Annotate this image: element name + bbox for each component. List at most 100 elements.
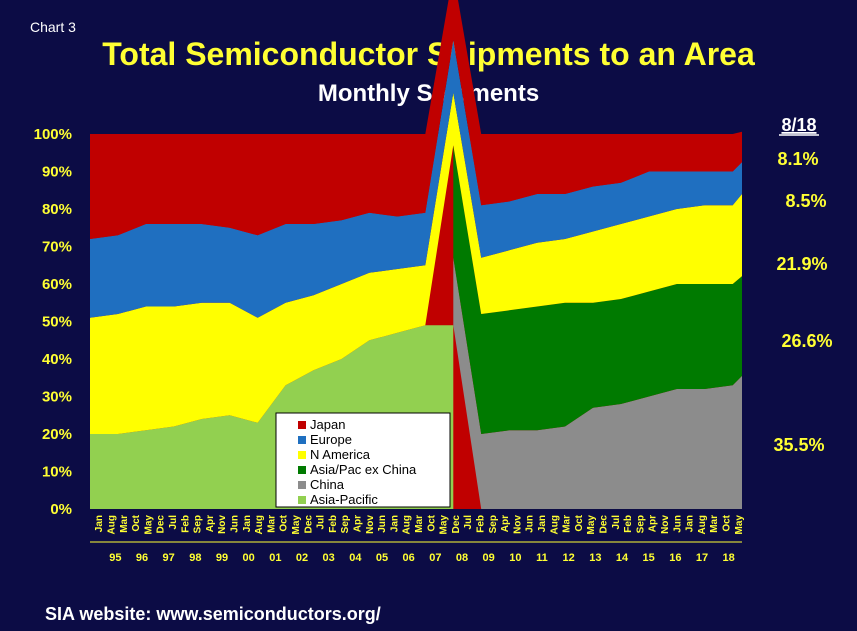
x-year-tick: 17 [696, 552, 708, 564]
legend-swatch [298, 466, 306, 474]
legend-label: Asia-Pacific [310, 492, 378, 507]
x-year-tick: 14 [616, 552, 629, 564]
share-label-china: 35.5% [773, 435, 824, 455]
x-month-tick: Aug [697, 515, 708, 534]
x-year-tick: 03 [323, 552, 335, 564]
y-tick-label: 100% [34, 126, 72, 143]
y-tick-label: 20% [42, 426, 72, 443]
x-month-tick: Jun [377, 515, 388, 533]
x-month-tick: Aug [106, 515, 117, 534]
x-month-tick: Feb [180, 515, 191, 533]
x-month-tick: Feb [476, 515, 487, 533]
x-month-tick: Jul [611, 515, 622, 530]
x-month-tick: Nov [660, 515, 671, 534]
x-month-tick: Dec [156, 515, 167, 534]
x-month-tick: Oct [574, 514, 585, 531]
x-year-tick: 97 [163, 552, 175, 564]
x-month-tick: Jul [168, 515, 179, 530]
x-month-tick: Nov [512, 515, 523, 534]
x-month-tick: Jun [672, 515, 683, 533]
legend-swatch [298, 496, 306, 504]
x-year-tick: 18 [723, 552, 735, 564]
series-area-japan [90, 0, 742, 239]
y-tick-label: 50% [42, 314, 72, 331]
legend-swatch [298, 451, 306, 459]
legend-swatch [298, 481, 306, 489]
x-month-tick: Dec [599, 515, 610, 534]
y-tick-label: 40% [42, 351, 72, 368]
x-month-tick: May [143, 515, 154, 535]
x-month-tick: Jun [229, 515, 240, 533]
share-label-asia-pac-ex-china: 26.6% [781, 331, 832, 351]
x-month-tick: Jun [525, 515, 536, 533]
footer-source: SIA website: www.semiconductors.org/ [45, 604, 381, 624]
x-month-tick: Nov [365, 515, 376, 534]
x-year-tick: 01 [269, 552, 281, 564]
x-month-tick: Mar [709, 515, 720, 533]
x-month-tick: May [439, 515, 450, 535]
x-year-tick: 00 [243, 552, 255, 564]
x-month-tick: Sep [635, 515, 646, 533]
x-year-tick: 02 [296, 552, 308, 564]
x-month-tick: Sep [340, 515, 351, 533]
x-month-tick: Nov [217, 515, 228, 534]
x-month-tick: Aug [402, 515, 413, 534]
y-tick-label: 80% [42, 201, 72, 218]
x-year-tick: 07 [429, 552, 441, 564]
series-area-china [453, 257, 742, 509]
legend-label: China [310, 477, 345, 492]
series-area-asia-pac-ex-china [453, 145, 742, 435]
y-tick-label: 70% [42, 239, 72, 256]
x-month-tick: Jan [685, 515, 696, 532]
latest-date-label: 8/18 [781, 115, 816, 135]
x-month-tick: Jan [537, 515, 548, 532]
x-year-tick: 04 [349, 552, 362, 564]
x-month-tick: May [734, 515, 745, 535]
x-month-tick: Mar [414, 515, 425, 533]
x-year-tick: 10 [509, 552, 521, 564]
x-month-tick: Apr [205, 515, 216, 532]
x-month-tick: Oct [426, 514, 437, 531]
x-year-tick: 99 [216, 552, 228, 564]
x-month-tick: Sep [193, 515, 204, 533]
x-year-tick: 98 [189, 552, 201, 564]
x-month-tick: Feb [328, 515, 339, 533]
legend-swatch [298, 421, 306, 429]
chart-label: Chart 3 [30, 19, 76, 35]
chart-subtitle: Monthly Shipments [317, 80, 540, 107]
x-month-tick: Aug [549, 515, 560, 534]
y-tick-label: 90% [42, 164, 72, 181]
x-year-tick: 13 [589, 552, 601, 564]
x-month-tick: May [291, 515, 302, 535]
x-year-tick: 95 [109, 552, 121, 564]
legend-label: N America [310, 447, 371, 462]
legend-swatch [298, 436, 306, 444]
x-month-tick: Jan [389, 515, 400, 532]
x-month-tick: Jul [463, 515, 474, 530]
x-month-tick: Mar [266, 515, 277, 533]
x-year-tick: 08 [456, 552, 468, 564]
share-label-europe: 8.5% [785, 191, 826, 211]
share-label-n-america: 21.9% [776, 254, 827, 274]
x-month-tick: May [586, 515, 597, 535]
x-month-tick: Mar [119, 515, 130, 533]
x-month-tick: Aug [254, 515, 265, 534]
chart-title: Total Semiconductor Shipments to an Area [102, 36, 755, 72]
x-month-tick: Apr [352, 515, 363, 532]
x-month-tick: Apr [648, 515, 659, 532]
x-year-tick: 06 [403, 552, 415, 564]
x-year-tick: 05 [376, 552, 388, 564]
x-month-tick: Dec [451, 515, 462, 534]
legend-label: Japan [310, 417, 345, 432]
y-tick-label: 10% [42, 464, 72, 481]
x-month-tick: Apr [500, 515, 511, 532]
x-year-tick: 12 [563, 552, 575, 564]
x-month-tick: Oct [722, 514, 733, 531]
y-tick-label: 30% [42, 389, 72, 406]
x-year-tick: 11 [536, 552, 548, 564]
x-month-tick: Feb [623, 515, 634, 533]
x-month-tick: Sep [488, 515, 499, 533]
series-area-europe [90, 40, 742, 318]
x-month-tick: Jan [242, 515, 253, 532]
